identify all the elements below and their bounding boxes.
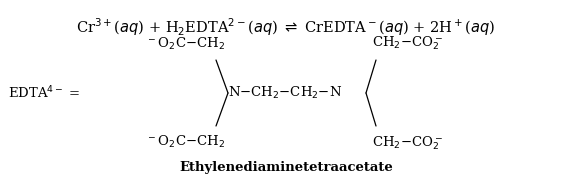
- Text: Cr$^{3+}$($aq$) + H$_2$EDTA$^{2-}$($aq$) $\rightleftharpoons$ CrEDTA$^-$($aq$) +: Cr$^{3+}$($aq$) + H$_2$EDTA$^{2-}$($aq$)…: [76, 16, 496, 38]
- Text: $^-$O$_2$C$-$CH$_2$: $^-$O$_2$C$-$CH$_2$: [146, 36, 225, 52]
- Text: CH$_2$$-$CO$_2^-$: CH$_2$$-$CO$_2^-$: [372, 34, 443, 52]
- Text: N$-$CH$_2$$-$CH$_2$$-$N: N$-$CH$_2$$-$CH$_2$$-$N: [228, 85, 342, 101]
- Text: CH$_2$$-$CO$_2^-$: CH$_2$$-$CO$_2^-$: [372, 134, 443, 152]
- Text: EDTA$^{4-}$ =: EDTA$^{4-}$ =: [8, 85, 80, 101]
- Text: Ethylenediaminetetraacetate: Ethylenediaminetetraacetate: [179, 161, 393, 174]
- Text: $^-$O$_2$C$-$CH$_2$: $^-$O$_2$C$-$CH$_2$: [146, 134, 225, 150]
